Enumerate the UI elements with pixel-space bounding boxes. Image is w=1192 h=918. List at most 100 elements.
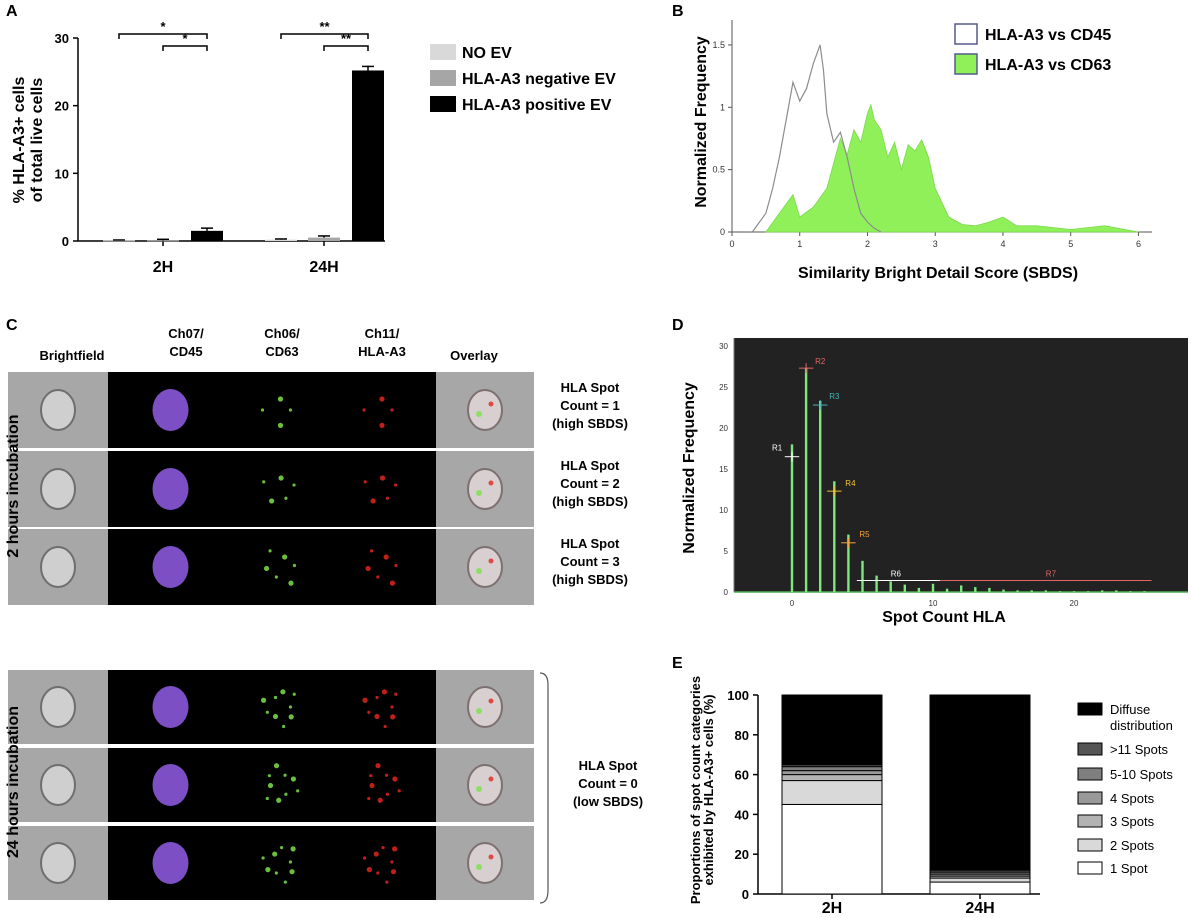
image-tile [328, 748, 436, 822]
panel-a-ytick-label: 10 [55, 166, 69, 181]
spot-count-bar [804, 368, 808, 592]
region-label: R2 [815, 357, 826, 366]
hla-spot [381, 846, 385, 850]
panel-d-background [734, 338, 1188, 592]
brightfield-cell [40, 842, 76, 884]
cd63-spot [290, 776, 297, 782]
legend-label: Diffuse [1110, 702, 1150, 717]
overlay-spot [476, 708, 482, 714]
spot-count-note: (low SBDS) [573, 794, 643, 809]
panel-e-xtick-label: 24H [965, 900, 994, 917]
panel-b-ytick-label: 1 [720, 102, 725, 112]
image-tile [328, 826, 436, 900]
region-label: R1 [772, 444, 783, 453]
legend-swatch [430, 44, 456, 60]
column-header: Ch11/ [365, 326, 400, 341]
image-tile [328, 372, 436, 448]
panel-e-ytick-label: 0 [742, 887, 749, 902]
series-cd45-outline [751, 44, 882, 233]
spot-count-note: Count = 1 [560, 398, 620, 413]
hla-spot [376, 871, 380, 875]
cd63-spot [292, 692, 296, 696]
hla-spot [392, 846, 398, 852]
panel-a-bar [103, 240, 135, 242]
image-tile [233, 451, 328, 527]
cd63-spot [261, 856, 265, 860]
panel-b-label: B [672, 3, 684, 20]
significance-bracket [323, 45, 369, 51]
panel-e-ytick-label: 20 [735, 847, 749, 862]
cd63-spot [283, 880, 287, 884]
brightfield-cell [40, 686, 76, 728]
overlay-spot [476, 864, 482, 870]
region-label: R4 [845, 479, 856, 488]
hla-spot [369, 774, 373, 778]
spot-count-bar [861, 560, 864, 592]
stacked-bar-segment [781, 766, 883, 772]
legend-swatch [1077, 814, 1103, 828]
spot-count-bar [847, 534, 850, 592]
hla-spot [394, 692, 398, 696]
spot-count-note: HLA Spot [561, 380, 620, 395]
spot-count-note: HLA Spot [579, 758, 638, 773]
panel-a-label: A [6, 3, 18, 20]
panel-a-ylabel-1: % HLA-A3+ cells [11, 77, 28, 204]
column-header: Overlay [450, 348, 498, 363]
hla-spot [390, 714, 396, 720]
panel-a-xtick-label: 2H [153, 259, 173, 276]
image-tile [233, 670, 328, 744]
panel-e-ytick-label: 80 [735, 728, 749, 743]
spot-count-bar [1072, 591, 1076, 592]
cd63-spot [288, 408, 293, 412]
stacked-bar-segment [781, 774, 883, 782]
hla-spot [389, 580, 396, 586]
hla-spot [390, 408, 394, 412]
brightfield-cell [40, 389, 76, 431]
panel-e-ytick-label: 40 [735, 807, 749, 822]
stacked-bar-segment [781, 803, 883, 895]
cd63-spot [269, 498, 275, 504]
panel-b-xtick-label: 2 [865, 239, 870, 249]
cd45-cell [152, 764, 189, 806]
legend-label: 4 Spots [1110, 791, 1155, 806]
cd63-spot [284, 496, 288, 500]
hla-spot [379, 422, 385, 428]
panel-b-ylabel: Normalized Frequency [693, 36, 710, 208]
hla-spot [385, 880, 389, 884]
column-header: CD63 [265, 344, 298, 359]
spot-count-bar [889, 581, 892, 592]
hla-spot [375, 695, 379, 700]
spot-count-bar [1002, 589, 1005, 592]
panel-b-legend: HLA-A3 vs CD45 HLA-A3 vs CD63 [954, 23, 1111, 75]
column-header: Ch06/ [264, 326, 300, 341]
spot-count-note: Count = 0 [578, 776, 638, 791]
hla-spot [392, 776, 398, 782]
panel-d-ytick-label: 25 [719, 383, 728, 392]
spot-count-bar [903, 584, 906, 592]
cd63-spot [282, 724, 286, 729]
hla-spot [366, 867, 372, 873]
overlay-cell [467, 764, 503, 806]
panel-a-bar [265, 239, 297, 241]
hla-spot [384, 773, 389, 777]
cd63-spot [280, 846, 284, 850]
stacked-bar-segment [929, 694, 1031, 871]
legend-label: HLA-A3 positive EV [462, 97, 612, 114]
panel-b-xtick-label: 0 [729, 239, 734, 249]
spot-count-bar [1086, 591, 1090, 592]
spot-count-bar [917, 587, 921, 592]
hla-spot [390, 705, 394, 709]
region-label: R3 [829, 392, 840, 401]
significance-bracket [280, 33, 369, 39]
cd63-spot [289, 869, 295, 875]
hla-spot [369, 549, 374, 553]
legend-swatch [1077, 742, 1103, 756]
stacked-bar-segment [781, 770, 883, 776]
cd63-spot [262, 480, 266, 484]
legend-label: NO EV [462, 45, 512, 62]
panel-a-bar [308, 237, 340, 241]
panel-b-ytick-label: 0 [720, 227, 725, 237]
cd63-spot [273, 763, 280, 769]
hla-spot [367, 710, 371, 714]
legend-label: >11 Spots [1110, 742, 1168, 757]
